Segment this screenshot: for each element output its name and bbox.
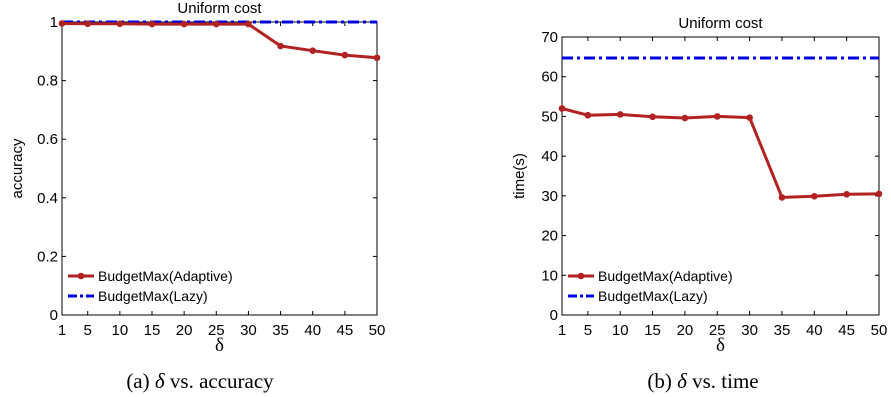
data-point-adaptive: [616, 111, 624, 118]
x-tick-label: 30: [240, 322, 257, 339]
x-tick-label: 20: [677, 322, 694, 339]
data-point-adaptive: [875, 190, 883, 198]
x-tick-label: 35: [272, 322, 289, 339]
data-point-adaptive: [277, 42, 284, 50]
legend-entry: BudgetMax(Adaptive): [598, 268, 733, 284]
x-tick-label: 1: [558, 322, 566, 339]
data-point-adaptive: [116, 20, 124, 28]
y-tick-label: 70: [541, 29, 558, 46]
y-tick-label: 60: [541, 69, 558, 86]
x-tick-label: 10: [112, 322, 129, 339]
legend-marker-adaptive: [77, 272, 85, 280]
data-point-adaptive: [58, 20, 66, 27]
data-point-adaptive: [649, 113, 656, 121]
plot-area-frame: [561, 36, 880, 316]
x-tick-label: 25: [709, 322, 726, 339]
data-point-adaptive: [84, 20, 92, 28]
x-tick-label: 1: [58, 322, 66, 339]
y-tick-label: 0.6: [37, 131, 58, 148]
legend-entry: BudgetMax(Lazy): [598, 288, 708, 304]
y-tick-label: 0.8: [37, 73, 58, 90]
legend-entry: BudgetMax(Adaptive): [98, 268, 233, 284]
caption-symbol: δ: [155, 369, 166, 393]
data-point-adaptive: [148, 20, 156, 28]
caption-text: vs. accuracy: [165, 369, 275, 393]
data-point-adaptive: [212, 20, 220, 28]
y-axis-label: accuracy: [9, 138, 26, 199]
y-tick-label: 0: [50, 307, 58, 324]
x-tick-label: 50: [369, 322, 386, 339]
data-point-adaptive: [341, 51, 349, 59]
x-tick-label: 15: [644, 322, 661, 339]
caption-label: (a): [126, 369, 155, 393]
chart-title: Uniform cost: [678, 15, 763, 32]
caption-label: (b): [647, 369, 677, 393]
data-point-adaptive: [746, 114, 753, 121]
y-tick-label: 30: [541, 188, 558, 205]
y-tick-label: 1: [50, 14, 58, 31]
y-tick-label: 0: [550, 307, 558, 324]
x-tick-label: 10: [612, 322, 629, 339]
y-tick-label: 0.2: [37, 248, 58, 265]
series-line-adaptive: [561, 107, 880, 199]
legend-marker-adaptive: [577, 272, 585, 280]
y-axis-label: time(s): [511, 153, 528, 199]
data-point-adaptive: [681, 114, 689, 122]
data-point-adaptive: [558, 105, 566, 112]
y-tick-label: 20: [541, 228, 558, 245]
x-tick-label: 40: [806, 322, 823, 339]
x-tick-label: 40: [304, 322, 321, 339]
x-tick-label: 35: [774, 322, 791, 339]
x-tick-label: 50: [871, 322, 888, 339]
x-axis-label: δ: [215, 335, 224, 356]
caption-symbol: δ: [677, 369, 688, 393]
data-point-adaptive: [180, 20, 188, 28]
y-tick-label: 40: [541, 148, 558, 165]
figure-caption: (a) δ vs. accuracy: [126, 369, 274, 393]
caption-text: vs. time: [687, 369, 759, 393]
x-tick-label: 5: [584, 322, 592, 339]
data-point-adaptive: [373, 54, 381, 62]
y-tick-label: 0.4: [37, 190, 58, 207]
x-tick-label: 45: [838, 322, 855, 339]
x-tick-label: 5: [84, 322, 92, 339]
x-tick-label: 25: [208, 322, 225, 339]
series-line-adaptive: [61, 22, 378, 60]
data-point-adaptive: [309, 47, 317, 55]
data-point-adaptive: [245, 20, 252, 28]
figure-caption: (b) δ vs. time: [647, 369, 758, 393]
x-tick-label: 45: [337, 322, 354, 339]
x-tick-label: 30: [741, 322, 758, 339]
x-tick-label: 15: [144, 322, 161, 339]
y-tick-label: 10: [541, 267, 558, 284]
x-axis-label: δ: [716, 335, 725, 356]
legend-entry: BudgetMax(Lazy): [98, 288, 208, 304]
y-tick-label: 50: [541, 108, 558, 125]
data-point-adaptive: [778, 194, 786, 201]
data-point-adaptive: [584, 111, 592, 119]
data-point-adaptive: [713, 113, 721, 120]
x-tick-label: 20: [176, 322, 193, 339]
data-point-adaptive: [811, 192, 818, 200]
chart-title: Uniform cost: [177, 0, 262, 17]
data-point-adaptive: [843, 190, 850, 198]
